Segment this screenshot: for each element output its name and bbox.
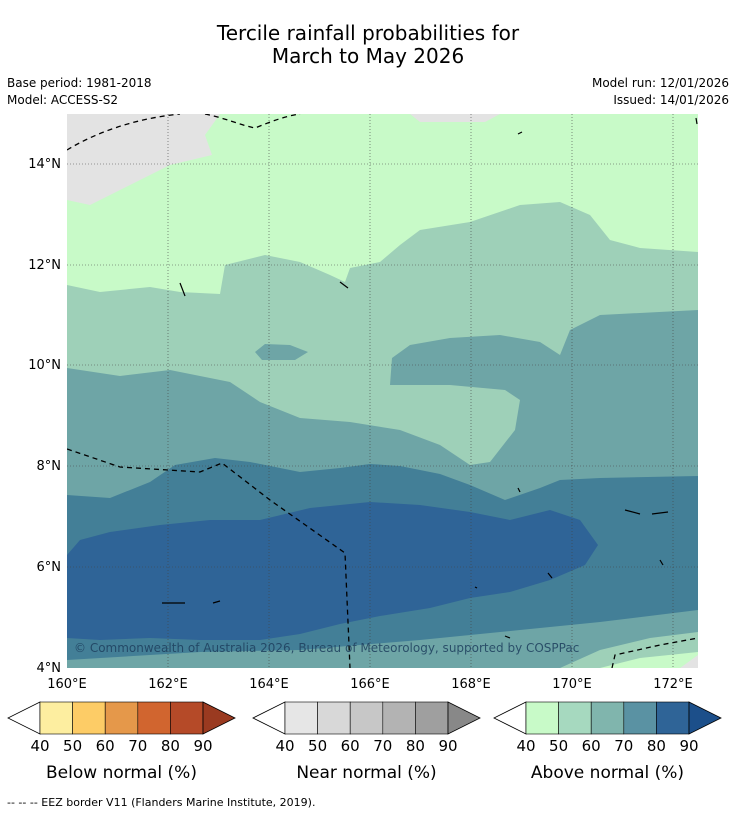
band-above-60-blob [255,344,308,360]
colorbar-below-tick-60: 60 [96,737,115,755]
colorbar-above-tick-90: 90 [679,737,698,755]
near-normal-patch-top [410,114,500,122]
copyright-notice: © Commonwealth of Australia 2026, Bureau… [74,641,579,655]
lat-label-14n: 14°N [28,157,61,172]
colorbar-above: 40 50 60 70 80 90 Above normal (%) [493,701,722,783]
colorbar-below-cell-80 [170,701,204,735]
colorbar-below-tick-50: 50 [63,737,82,755]
eez-borders [67,114,698,668]
colorbar-above-cell-60 [590,701,625,735]
colorbar-near-label: Near normal (%) [296,763,436,783]
lat-label-8n: 8°N [37,459,62,474]
latitude-labels: 14°N 12°N 10°N 8°N 6°N 4°N [28,157,61,676]
lon-label-172e: 172°E [653,677,693,692]
meta-right: Model run: 12/01/2026 Issued: 14/01/2026 [592,75,729,109]
colorbar-near-tick-90: 90 [438,737,457,755]
colorbar-above-cell-50 [558,701,592,735]
band-bottom-60 [67,610,698,668]
colorbar-above-tick-80: 80 [647,737,666,755]
colorbar-above-cell-40 [525,701,559,735]
lon-label-162e: 162°E [148,677,188,692]
band-bottom-40 [600,652,698,668]
lat-label-10n: 10°N [28,358,61,373]
longitude-labels: 160°E 162°E 164°E 166°E 168°E 170°E 172°… [47,677,693,692]
model-run: Model run: 12/01/2026 [591,76,729,90]
model-name: Model: ACCESS-S2 [7,93,119,107]
colorbar-near-tick-80: 80 [406,737,425,755]
colorbar-above-tick-40: 40 [516,737,535,755]
lat-label-12n: 12°N [28,258,61,273]
colorbar-near-cell-50 [317,701,351,735]
eez-footnote: -- -- -- EEZ border V11 (Flanders Marine… [7,796,316,809]
colorbar-above-label: Above normal (%) [531,763,684,783]
lat-label-4n: 4°N [37,661,62,676]
colorbar-below-high-arrow [202,701,236,735]
colorbar-below-tick-80: 80 [161,737,180,755]
colorbar-below-cell-50 [72,701,106,735]
meta-left: Base period: 1981-2018 Model: ACCESS-S2 [7,75,152,109]
colorbar-above-high-arrow [688,701,722,735]
colorbar-below-cell-60 [104,701,139,735]
colorbar-above-cell-80 [656,701,690,735]
colorbar-below-tick-70: 70 [128,737,147,755]
colorbar-below-cell-40 [39,701,73,735]
lon-label-168e: 168°E [451,677,491,692]
issued-date: Issued: 14/01/2026 [613,93,729,107]
colorbar-near-high-arrow [447,701,481,735]
colorbar-near-tick-70: 70 [373,737,392,755]
colorbar-near-cell-40 [284,701,318,735]
islands [162,117,698,639]
colorbar-below-low-arrow [7,701,41,735]
colorbar-above-low-arrow [493,701,527,735]
colorbars: 40 50 60 70 80 90 Below normal (%) 40 50 60 70 80 90… [7,701,722,783]
colorbar-below-label: Below normal (%) [46,763,197,783]
band-above-80 [67,502,598,640]
title-line-2: March to May 2026 [271,44,465,68]
probability-field: © Commonwealth of Australia 2026, Bureau… [67,114,698,668]
near-normal-patch [67,114,220,205]
lon-label-170e: 170°E [552,677,592,692]
lon-label-160e: 160°E [47,677,87,692]
colorbar-near-tick-40: 40 [275,737,294,755]
colorbar-below-tick-90: 90 [193,737,212,755]
colorbar-near-cell-70 [382,701,416,735]
chart-title: Tercile rainfall probabilities for March… [0,22,736,68]
colorbar-near-tick-60: 60 [341,737,360,755]
colorbar-near-tick-50: 50 [308,737,327,755]
colorbar-above-cell-70 [623,701,657,735]
gridlines [67,114,698,668]
colorbar-near-cell-80 [415,701,449,735]
colorbar-near-cell-60 [349,701,384,735]
colorbar-above-tick-60: 60 [582,737,601,755]
colorbar-below-tick-40: 40 [30,737,49,755]
lon-label-166e: 166°E [350,677,390,692]
colorbar-below-cell-70 [137,701,171,735]
colorbar-below: 40 50 60 70 80 90 Below normal (%) [7,701,236,783]
base-period: Base period: 1981-2018 [7,76,152,90]
colorbar-above-tick-50: 50 [549,737,568,755]
title-line-1: Tercile rainfall probabilities for [216,21,520,45]
near-normal-corner [680,655,698,668]
lon-label-164e: 164°E [249,677,289,692]
lat-label-6n: 6°N [37,560,62,575]
colorbar-above-tick-70: 70 [614,737,633,755]
colorbar-near-low-arrow [252,701,286,735]
